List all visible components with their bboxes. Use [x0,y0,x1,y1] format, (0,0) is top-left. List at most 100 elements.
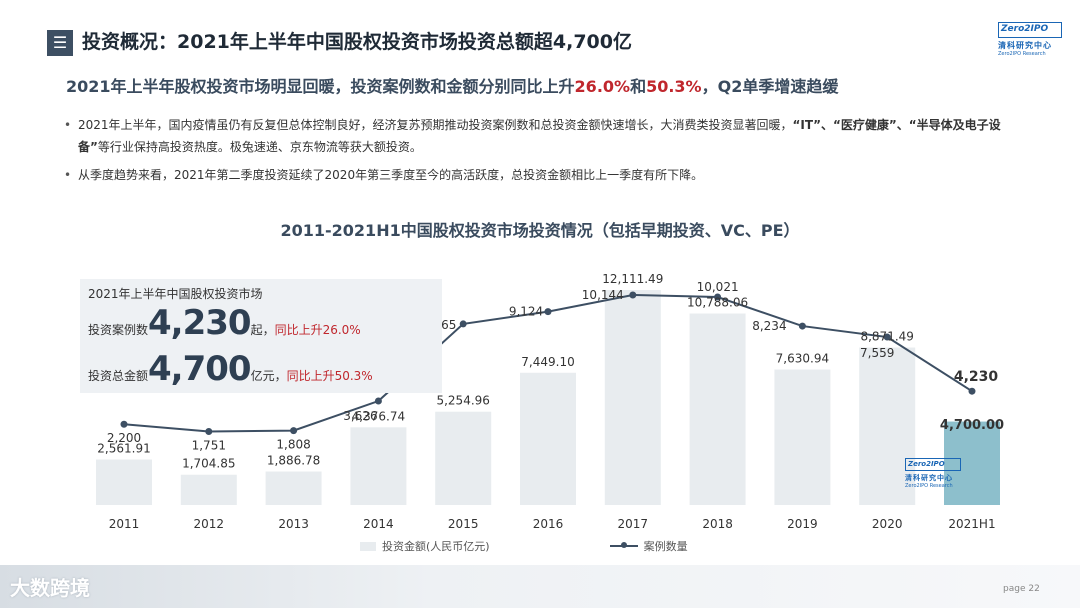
page-title: 投资概况：2021年上半年中国股权投资市场投资总额超4,700亿 [82,31,632,53]
chart-title: 2011-2021H1中国股权投资市场投资情况（包括早期投资、VC、PE） [280,221,800,240]
bar [859,347,916,505]
bar-value-label: 7,630.94 [776,352,829,366]
line-value-label: 4,230 [954,369,999,385]
subtitle-pct2: 50.3% [646,77,702,96]
bar [774,369,831,505]
x-tick-label: 2021H1 [948,517,995,531]
bar [520,372,576,505]
cases-label: 投资案例数 [88,323,149,337]
subtitle-part1: 2021年上半年股权投资市场明显回暖，投资案例数和金额分别同比上升 [66,77,575,96]
bullet1-bold: “IT”、“医疗健康”、“半导体及电子设备” [78,118,1001,154]
bar-value-label: 8,871.49 [860,330,913,344]
line-value-label: 7,559 [860,346,894,360]
bar-value-label: 2,561.91 [97,442,150,456]
amount-label: 投资总金额 [88,369,149,383]
bar-value-label: 7,449.10 [521,355,574,369]
line-value-label: 10,144 [582,288,624,302]
logo-cn: 清科研究中心 [998,41,1052,50]
bar [180,474,237,505]
bar-value-label: 12,111.49 [602,272,663,286]
x-tick-label: 2018 [702,517,733,531]
legend-bar-swatch [360,541,376,551]
bar-value-label: 4,376.74 [352,409,405,423]
line-point [798,322,806,330]
x-tick-label: 2014 [363,517,394,531]
legend-bar-label: 投资金额(人民币亿元) [382,540,490,553]
bar [604,290,661,505]
page-number: page 22 [1003,584,1040,594]
zero2ipo-small-logo: Zero2IPO 清科研究中心 Zero2IPO Research [905,458,961,492]
x-tick-label: 2020 [872,517,903,531]
bullet1-text-a: 2021年上半年，国内疫情虽仍有反复但总体控制良好，经济复苏预期推动投资案例数和… [78,118,793,132]
bar [350,427,407,505]
cases-unit: 起， [250,323,275,337]
watermark-text: 大数跨境 [10,576,90,600]
summary-box: 2021年上半年中国股权投资市场 投资案例数 4,230 起， 同比上升26.0… [80,279,442,393]
small-logo-text: Zero2IPO [908,460,945,468]
x-tick-label: 2017 [618,517,649,531]
subtitle-part2: ，Q2单季增速趋缓 [701,77,839,96]
x-tick-label: 2012 [194,517,225,531]
chart-legend: 投资金额(人民币亿元) 案例数量 [360,538,688,554]
line-point [544,308,552,316]
menu-icon[interactable]: ☰ [47,30,73,56]
line-value-label: 2,200 [107,431,141,445]
logo-en: Zero2IPO Research [998,51,1046,57]
small-logo-en: Zero2IPO Research [905,483,953,489]
small-logo-cn: 清科研究中心 [905,474,953,482]
x-tick-label: 2015 [448,517,479,531]
bar-value-label: 5,254.96 [436,394,489,408]
summary-amount-row: 投资总金额 4,700 亿元， 同比上升50.3% [88,349,373,389]
line-point [290,427,298,435]
subtitle-pct1: 26.0% [574,77,631,96]
line-value-label: 3,626 [343,409,377,423]
bar-value-label: 1,704.85 [182,457,235,471]
bar [96,459,152,505]
line-value-label: 9,124 [509,305,543,319]
x-tick-label: 2016 [533,517,564,531]
line-point [629,291,637,299]
amount-yoy: 同比上升50.3% [286,369,373,383]
subtitle-and: 和 [630,77,647,96]
bar [435,411,492,505]
cases-value: 4,230 [148,303,252,343]
zero2ipo-logo: Zero2IPO 清科研究中心 Zero2IPO Research [998,22,1062,62]
bar [689,313,746,505]
line-point [968,387,976,395]
x-tick-label: 2011 [109,517,140,531]
line-value-label: 1,808 [276,438,310,452]
bullet1-text-b: 等行业保持高投资热度。极兔速递、京东物流等获大额投资。 [97,140,422,154]
subtitle: 2021年上半年股权投资市场明显回暖，投资案例数和金额分别同比上升26.0%和5… [66,73,838,97]
legend-line-swatch [609,542,638,548]
bullet-item: 2021年上半年，国内疫情虽仍有反复但总体控制良好，经济复苏预期推动投资案例数和… [64,114,1004,158]
line-value-label: 1,751 [192,439,226,453]
line-value-label: 8,234 [752,319,786,333]
amount-value: 4,700 [148,349,252,389]
cases-yoy: 同比上升26.0% [274,323,361,337]
summary-cases-row: 投资案例数 4,230 起， 同比上升26.0% [88,303,361,343]
logo-text: Zero2IPO [1001,24,1049,34]
bullet-item: 从季度趋势来看，2021年第二季度投资延续了2020年第三季度至今的高活跃度，总… [64,164,1004,186]
amount-unit: 亿元， [250,369,287,383]
header-bar [0,0,1080,62]
line-value-label: 10,021 [697,280,739,294]
line-point [374,397,382,405]
bullet-list: 2021年上半年，国内疫情虽仍有反复但总体控制良好，经济复苏预期推动投资案例数和… [64,114,1004,186]
bar-value-label: 10,788.06 [687,295,748,309]
legend-line-label: 案例数量 [643,540,688,553]
line-point [459,320,467,328]
bar-value-label: 1,886.78 [267,454,320,468]
line-point [205,428,213,436]
bar-value-label: 4,700.00 [940,418,1004,433]
footer-bar [0,565,1080,608]
summary-title: 2021年上半年中国股权投资市场 [88,287,263,301]
line-point [714,293,722,301]
line-point [120,420,128,428]
bar [265,471,322,505]
bullet2-text: 从季度趋势来看，2021年第二季度投资延续了2020年第三季度至今的高活跃度，总… [78,168,704,182]
x-tick-label: 2013 [278,517,309,531]
bar [944,421,1000,505]
x-tick-label: 2019 [787,517,818,531]
line-point [883,333,891,341]
